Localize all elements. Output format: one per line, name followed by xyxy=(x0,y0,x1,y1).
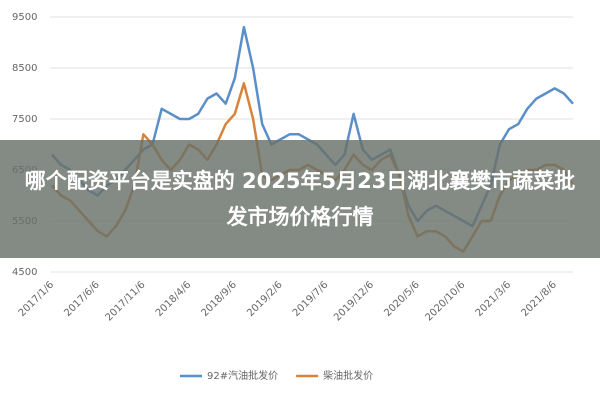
banner: 哪个配资平台是实盘的 2025年5月23日湖北襄樊市蔬菜批发市场价格行情 xyxy=(0,140,600,258)
x-tick-label: 2021/8/6 xyxy=(519,279,559,319)
x-tick-label: 2019/7/6 xyxy=(291,279,331,319)
x-tick-label: 2017/6/6 xyxy=(62,279,102,319)
x-tick-label: 2019/12/6 xyxy=(332,279,376,323)
x-tick-label: 2018/9/6 xyxy=(200,279,240,319)
y-tick-label: 7500 xyxy=(12,114,37,125)
x-tick-label: 2020/5/6 xyxy=(382,279,422,319)
x-tick-label: 2017/11/6 xyxy=(104,279,148,323)
banner-text: 哪个配资平台是实盘的 2025年5月23日湖北襄樊市蔬菜批发市场价格行情 xyxy=(24,169,576,229)
y-tick-label: 8500 xyxy=(12,63,37,74)
legend-label: 92#汽油批发价 xyxy=(207,369,278,382)
y-tick-label: 9500 xyxy=(12,12,37,23)
x-tick-label: 2017/1/6 xyxy=(17,279,57,319)
legend-label: 柴油批发价 xyxy=(323,369,373,382)
x-tick-label: 2021/3/6 xyxy=(474,279,514,319)
x-tick-label: 2019/2/6 xyxy=(245,279,285,319)
x-tick-label: 2020/10/6 xyxy=(424,279,468,323)
x-tick-label: 2018/4/6 xyxy=(154,279,194,319)
y-tick-label: 4500 xyxy=(12,267,37,278)
